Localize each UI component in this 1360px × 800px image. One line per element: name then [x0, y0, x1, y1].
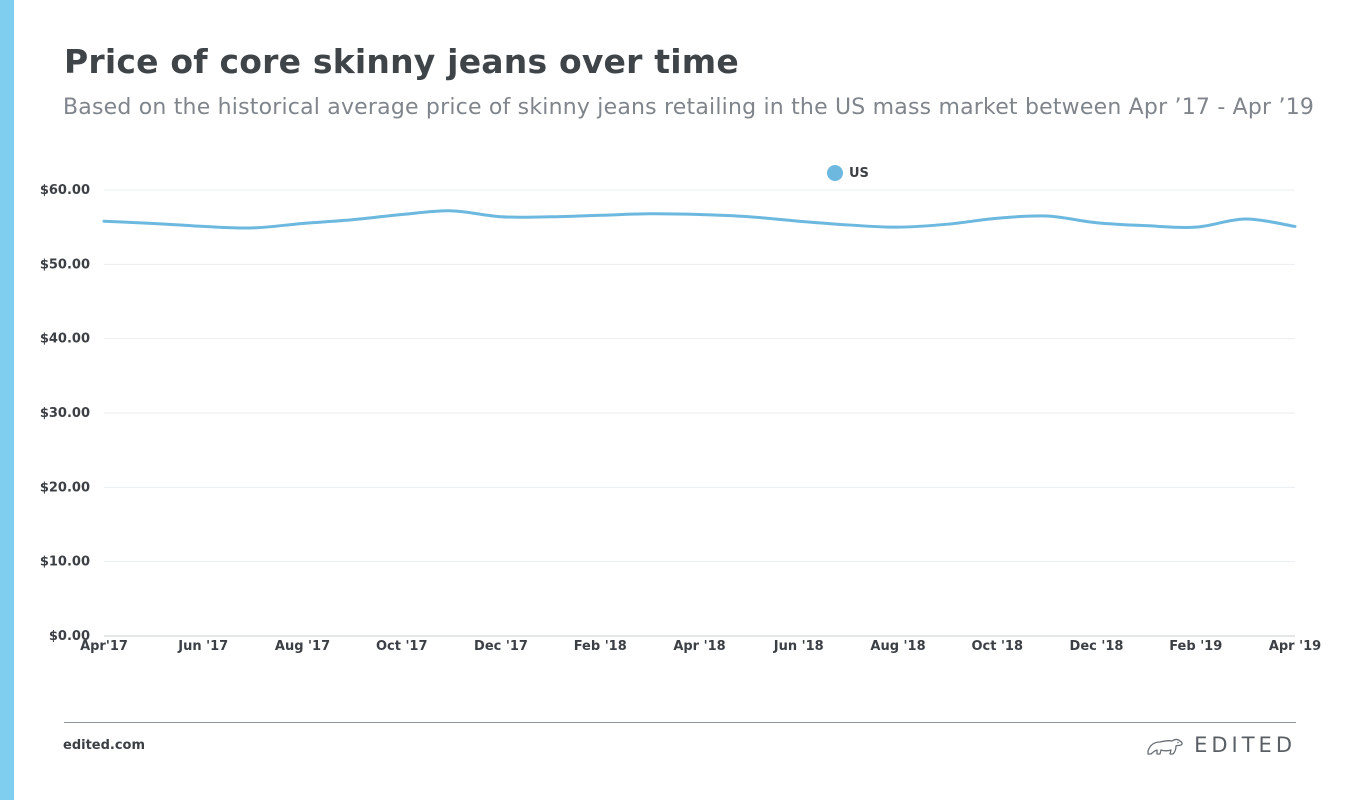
- x-tick-label: Feb '19: [1169, 639, 1222, 654]
- legend-label: US: [849, 166, 869, 181]
- y-tick-label: $60.00: [40, 183, 90, 198]
- y-tick-label: $30.00: [40, 406, 90, 421]
- footer-divider: [64, 722, 1296, 723]
- line-chart: $0.00 $10.00 $20.00 $30.00 $40.00 $50.00 $60.0…: [40, 165, 1321, 654]
- accent-bar: [0, 0, 14, 800]
- x-tick-label: Feb '18: [574, 639, 627, 654]
- x-tick-label: Oct '18: [971, 639, 1023, 654]
- y-tick-label: $10.00: [40, 555, 90, 570]
- brand-name: EDITED: [1194, 733, 1296, 757]
- x-tick-label: Jun '17: [177, 639, 228, 654]
- y-tick-label: $0.00: [49, 629, 90, 644]
- x-tick-label: Apr '18: [673, 639, 725, 654]
- y-tick-label: $50.00: [40, 257, 90, 272]
- x-tick-label: Dec '17: [474, 639, 528, 654]
- x-tick-label: Oct '17: [376, 639, 428, 654]
- x-tick-label: Jun '18: [773, 639, 824, 654]
- x-tick-label: Dec '18: [1070, 639, 1124, 654]
- brand-logo: EDITED: [1146, 733, 1296, 757]
- x-tick-label: Aug '18: [870, 639, 925, 654]
- polar-bear-icon: [1147, 738, 1183, 755]
- x-tick-label: Apr'17: [80, 639, 128, 654]
- footer-url: edited.com: [63, 738, 146, 753]
- x-tick-label: Apr '19: [1269, 639, 1321, 654]
- legend-marker: [827, 165, 843, 181]
- chart-title: Price of core skinny jeans over time: [64, 42, 739, 81]
- y-tick-label: $40.00: [40, 332, 90, 347]
- y-tick-label: $20.00: [40, 480, 90, 495]
- series-line-us: [102, 209, 1297, 230]
- chart-subtitle: Based on the historical average price of…: [63, 95, 1315, 120]
- x-tick-label: Aug '17: [275, 639, 330, 654]
